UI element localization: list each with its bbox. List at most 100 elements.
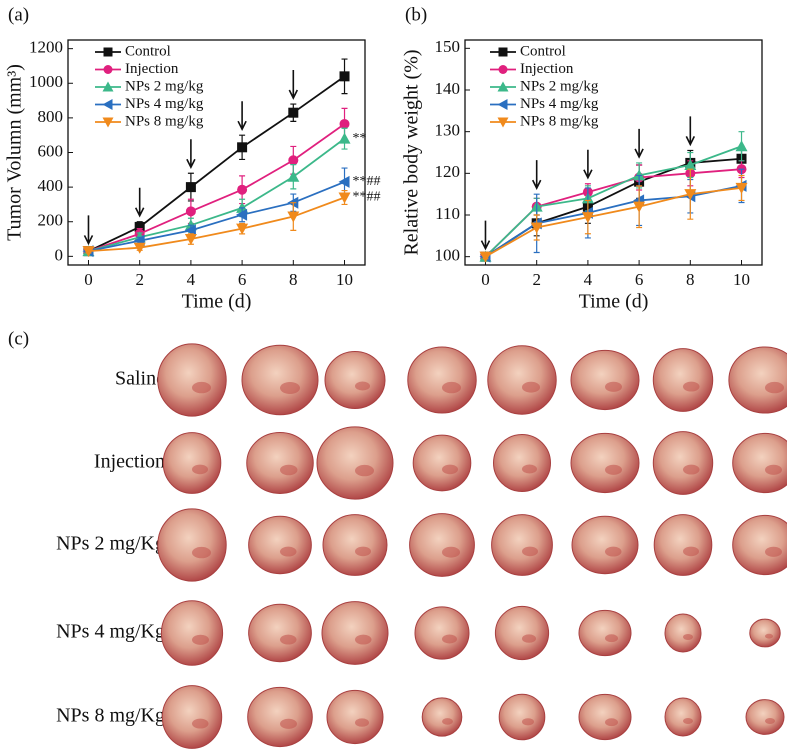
marker [498, 65, 508, 74]
x-tick-label: 0 [481, 270, 490, 289]
tumor [571, 515, 639, 575]
marker [339, 118, 350, 129]
tumor-spot [280, 546, 297, 557]
y-tick-label: 120 [435, 162, 461, 181]
legend-label: NPs 8 mg/kg [125, 113, 204, 129]
tumor [652, 348, 714, 412]
tumor [653, 514, 713, 576]
legend-label: Control [125, 43, 171, 59]
y-tick-label: 200 [38, 211, 64, 230]
tumor [664, 613, 702, 653]
tumor [412, 434, 472, 492]
tumor [728, 346, 787, 414]
significance-label: **## [353, 190, 381, 205]
series-line [88, 123, 346, 253]
tumor-spot [192, 546, 211, 559]
tumor [570, 349, 640, 411]
tumor-spot [280, 634, 297, 645]
marker [82, 246, 95, 258]
marker [497, 99, 508, 110]
marker [102, 117, 114, 128]
y-tick-label: 400 [38, 176, 64, 195]
tumor-spot [765, 718, 775, 724]
tumor-spot [280, 718, 297, 729]
tumor [326, 689, 384, 745]
marker [103, 65, 113, 74]
tumor-spot [355, 381, 370, 391]
tumor [321, 601, 389, 665]
x-tick-label: 8 [686, 270, 695, 289]
tumor [749, 618, 781, 648]
plot-frame [464, 39, 763, 266]
tumor-spot [522, 546, 538, 557]
tumor-spot [765, 633, 773, 639]
treatment-arrow [134, 187, 145, 218]
tumor [664, 697, 702, 737]
marker [103, 47, 113, 57]
tumor-spot [522, 381, 540, 393]
series-line [88, 75, 346, 252]
tumor-spot [605, 546, 622, 557]
marker [684, 159, 697, 170]
series-line [88, 137, 346, 253]
marker [102, 99, 113, 110]
series-line [484, 145, 742, 258]
tumor [248, 603, 312, 663]
tumor [241, 344, 319, 416]
x-tick-label: 6 [238, 270, 247, 289]
tumor-spot [280, 464, 298, 476]
panel-label: (b) [405, 4, 427, 25]
tumor-spot [683, 546, 699, 557]
tumor-spot [683, 634, 693, 640]
tumor [324, 351, 386, 409]
tumor-spot [442, 718, 453, 725]
tumor [487, 345, 557, 415]
tumor-spot [683, 464, 700, 475]
x-tick-label: 4 [187, 270, 196, 289]
y-tick-label: 1200 [29, 38, 63, 57]
tumor-spot [522, 464, 537, 474]
row-label: NPs 8 mg/Kg [56, 705, 165, 727]
tumor-spot [280, 382, 300, 394]
marker [684, 189, 697, 201]
marker [338, 132, 351, 144]
marker [287, 170, 300, 182]
y-tick-label: 1000 [29, 72, 63, 91]
legend-label: Injection [125, 61, 179, 77]
tumor [157, 343, 227, 417]
marker [338, 192, 351, 204]
x-tick-label: 8 [289, 270, 298, 289]
tumor [160, 600, 224, 666]
row-label: NPs 2 mg/Kg [56, 533, 165, 555]
y-axis-label: Relative body weight (%) [401, 49, 423, 255]
marker [133, 242, 146, 254]
x-tick-label: 0 [84, 270, 93, 289]
tumor-spot [765, 381, 784, 394]
marker [581, 212, 594, 224]
x-tick-label: 6 [635, 270, 644, 289]
tumor [421, 697, 463, 737]
treatment-arrow [531, 160, 542, 190]
tumor-spot [442, 546, 460, 558]
tumor-spot [605, 464, 622, 475]
marker [339, 71, 350, 82]
tumor-spot [605, 634, 618, 643]
x-tick-label: 2 [135, 270, 144, 289]
tumor [247, 686, 313, 748]
tumor [162, 432, 222, 494]
tumor-spot [683, 718, 693, 724]
tumor [745, 699, 785, 735]
tumor [493, 434, 551, 492]
x-tick-label: 4 [584, 270, 593, 289]
tumor [407, 346, 477, 414]
tumor [732, 514, 787, 576]
y-tick-label: 100 [435, 246, 461, 265]
tumor [494, 605, 550, 661]
panel-label: (a) [8, 4, 29, 25]
marker [236, 208, 248, 221]
treatment-arrow [186, 139, 196, 170]
tumor-spot [683, 381, 700, 392]
tumor [161, 685, 223, 749]
tumor [498, 693, 546, 741]
marker [530, 222, 543, 234]
